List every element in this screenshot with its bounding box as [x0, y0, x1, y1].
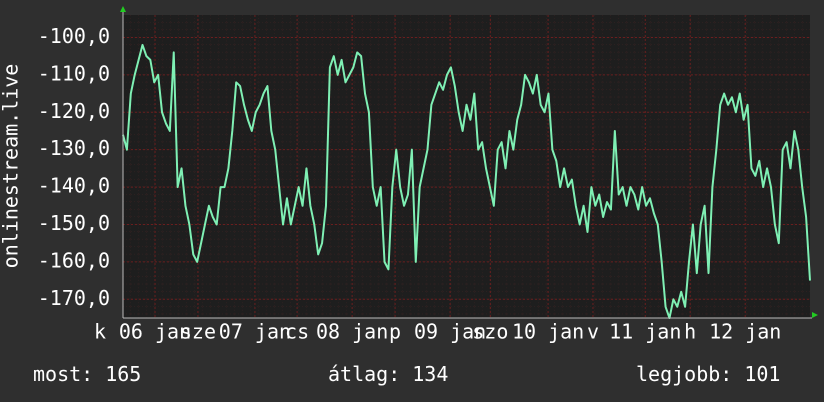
plot — [122, 43, 811, 319]
x-tick-label: 08 jan — [316, 320, 388, 344]
x-tick-label: 11 jan — [609, 320, 681, 344]
y-tick-label: -110,0 — [38, 61, 110, 85]
y-tick-label: -130,0 — [38, 136, 110, 160]
stat-value: 101 — [744, 362, 780, 386]
stat-label: átlag: — [328, 362, 400, 386]
x-tick-label: v — [587, 320, 599, 344]
stat: legjobb: 101 — [636, 362, 780, 386]
x-tick-label: k — [94, 320, 106, 344]
stat-label: most: — [33, 362, 93, 386]
stat-value: 134 — [412, 362, 448, 386]
y-tick-label: -160,0 — [38, 248, 110, 272]
x-tick-label: 10 jan — [512, 320, 584, 344]
stat: átlag: 134 — [328, 362, 448, 386]
x-tick-label: 07 jan — [219, 320, 291, 344]
stat-label: legjobb: — [636, 362, 732, 386]
x-tick-label: 09 jan — [414, 320, 486, 344]
y-tick-label: -150,0 — [38, 211, 110, 235]
y-tick-label: -100,0 — [38, 24, 110, 48]
x-arrow — [812, 312, 818, 318]
minor-grid — [123, 15, 810, 318]
y-axis-label: onlinestream.live — [0, 64, 23, 269]
x-tick-label: szo — [472, 320, 508, 344]
stat-value: 165 — [105, 362, 141, 386]
y-tick-label: -170,0 — [38, 286, 110, 310]
x-tick-label: sze — [180, 320, 216, 344]
x-tick-label: p — [389, 320, 401, 344]
x-tick-label: 12 jan — [709, 320, 781, 344]
y-arrow — [120, 6, 126, 12]
x-tick-label: cs — [285, 320, 309, 344]
y-tick-label: -140,0 — [38, 174, 110, 198]
y-tick-label: -120,0 — [38, 99, 110, 123]
labels: -100,0 -110,0 -120,0 -130,0 -140,0 -150,0 -160… — [33, 24, 781, 386]
x-tick-label: h — [684, 320, 696, 344]
series-line — [122, 43, 811, 319]
x-tick-label: 06 jan — [119, 320, 191, 344]
stat: most: 165 — [33, 362, 141, 386]
